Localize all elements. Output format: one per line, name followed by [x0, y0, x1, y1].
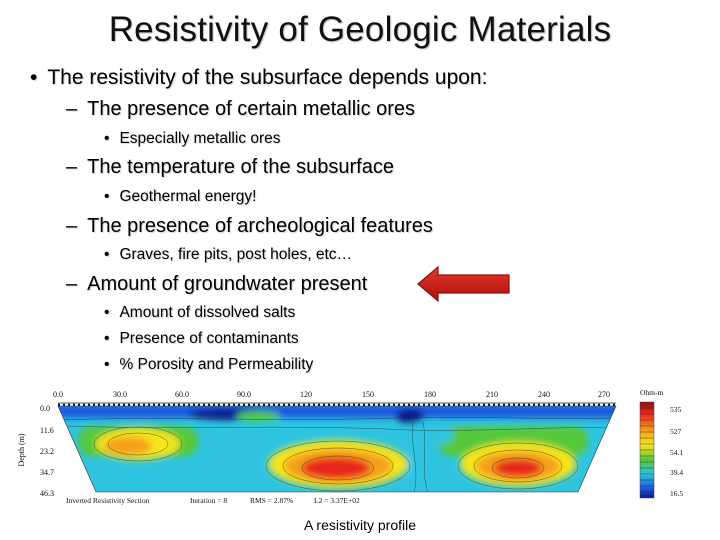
- bullet-text: The temperature of the subsurface: [87, 156, 394, 178]
- sub-bullet-archeological: – The presence of archeological features: [66, 215, 433, 238]
- bullet-marker: •: [104, 356, 110, 373]
- color-legend: Ohm-m 535 527 54.1 39.4 16.5: [639, 388, 683, 499]
- slide-title: Resistivity of Geologic Materials: [108, 10, 612, 49]
- y-axis-label: Depth (m): [18, 433, 26, 466]
- sub-sub-bullet: • Especially metallic ores: [104, 130, 281, 148]
- bullet-text: The resistivity of the subsurface depend…: [47, 66, 488, 89]
- bullet-text: Geothermal energy!: [119, 188, 257, 205]
- iteration-label: Iteration = 8: [190, 496, 227, 505]
- x-tick-label: 210: [486, 390, 498, 399]
- sub-sub-bullet: • Graves, fire pits, post holes, etc…: [104, 246, 352, 264]
- legend-value: 54.1: [670, 448, 683, 457]
- bullet-marker: •: [104, 188, 110, 205]
- x-tick-label: 90.0: [237, 390, 251, 399]
- figure-caption: A resistivity profile: [303, 517, 417, 533]
- x-tick-label: 180: [424, 390, 436, 399]
- inverted-resistivity-section: [58, 406, 616, 492]
- bullet-text: The presence of archeological features: [87, 215, 433, 237]
- bullet-marker: •: [104, 130, 110, 147]
- y-axis: Depth (m) 0.0 11.6 23.2 34.7 46.3: [18, 404, 54, 498]
- y-tick-label: 46.3: [40, 489, 54, 498]
- sub-sub-bullet: • Presence of contaminants: [104, 330, 299, 348]
- bullet-marker: •: [104, 246, 110, 263]
- bullet-level1: • The resistivity of the subsurface depen…: [30, 66, 487, 90]
- section-label: Inverted Resistivity Section: [66, 496, 150, 505]
- resistivity-profile-figure: 0.0 30.0 60.0 90.0 120 150 180 210 240 2…: [18, 388, 683, 505]
- figure-footer: Inverted Resistivity Section Iteration =…: [66, 496, 360, 505]
- sub-bullet-temperature: – The temperature of the subsurface: [66, 156, 394, 179]
- legend-value: 535: [670, 405, 682, 414]
- x-tick-label: 0.0: [53, 390, 63, 399]
- bullet-text: Especially metallic ores: [119, 130, 281, 147]
- l2-label: L2 = 3.37E+02: [314, 496, 360, 505]
- bullet-text: Amount of dissolved salts: [119, 304, 296, 321]
- sub-sub-bullet: • % Porosity and Permeability: [104, 356, 313, 374]
- dash-marker: –: [66, 98, 78, 120]
- dash-marker: –: [66, 273, 78, 295]
- rms-label: RMS = 2.87%: [250, 496, 293, 505]
- x-axis: 0.0 30.0 60.0 90.0 120 150 180 210 240 2…: [53, 390, 616, 407]
- y-tick-label: 0.0: [40, 404, 50, 413]
- left-arrow-icon: [417, 265, 510, 303]
- dash-marker: –: [66, 215, 78, 237]
- bullet-marker: •: [30, 66, 38, 89]
- bullet-text: Presence of contaminants: [119, 330, 299, 347]
- x-tick-label: 240: [538, 390, 550, 399]
- bullet-text: Amount of groundwater present: [87, 273, 368, 295]
- dash-marker: –: [66, 156, 78, 178]
- bullet-marker: •: [104, 330, 110, 347]
- sub-bullet-metallic-ores: – The presence of certain metallic ores: [66, 98, 415, 121]
- x-tick-label: 30.0: [113, 390, 127, 399]
- x-tick-label: 150: [362, 390, 374, 399]
- y-tick-label: 23.2: [40, 447, 54, 456]
- x-tick-label: 60.0: [175, 390, 189, 399]
- bullet-marker: •: [104, 304, 110, 321]
- bullet-text: The presence of certain metallic ores: [87, 98, 416, 120]
- bullet-text: % Porosity and Permeability: [119, 356, 314, 373]
- x-tick-label: 270: [598, 390, 610, 399]
- bullet-text: Graves, fire pits, post holes, etc…: [119, 246, 353, 263]
- legend-value: 39.4: [670, 468, 683, 477]
- legend-value: 527: [670, 427, 682, 436]
- y-tick-label: 34.7: [40, 468, 54, 477]
- sub-bullet-groundwater: – Amount of groundwater present: [66, 273, 367, 296]
- legend-value: 16.5: [670, 489, 683, 498]
- sub-sub-bullet: • Amount of dissolved salts: [104, 304, 295, 322]
- y-tick-label: 11.6: [40, 426, 54, 435]
- legend-title: Ohm-m: [640, 388, 663, 397]
- x-tick-label: 120: [300, 390, 312, 399]
- sub-sub-bullet: • Geothermal energy!: [104, 188, 256, 206]
